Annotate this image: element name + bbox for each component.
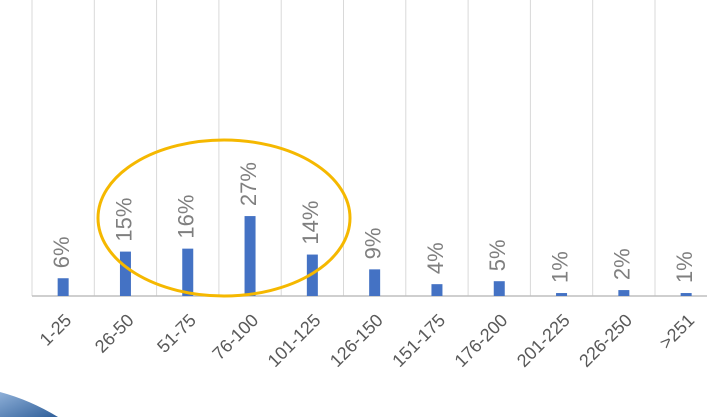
bar: [57, 278, 69, 296]
x-tick-label: 76-100: [208, 310, 262, 364]
bar: [556, 293, 568, 296]
value-label: 2%: [610, 248, 635, 280]
value-label: 4%: [423, 242, 448, 274]
x-tick-label: 26-50: [91, 310, 138, 357]
value-label: 14%: [298, 201, 323, 245]
bar: [493, 281, 505, 296]
x-tick-label: 101-125: [264, 310, 325, 371]
bar: [369, 269, 381, 296]
plot-area: 6% 1-25 15% 26-50 16% 51-75 27% 76-100 14% 101-12…: [31, 0, 707, 371]
x-tick-label: 151-175: [388, 310, 449, 371]
x-tick-label: 201-225: [513, 310, 574, 371]
bar: [618, 290, 630, 296]
value-label: 1%: [672, 251, 697, 283]
value-label: 5%: [485, 239, 510, 271]
corner-decoration: [0, 392, 58, 417]
x-tick-label: 226-250: [575, 310, 636, 371]
value-label: 27%: [236, 162, 261, 206]
value-label: 15%: [111, 198, 136, 242]
value-label: 9%: [360, 228, 385, 260]
x-tick-label: 1-25: [36, 310, 76, 350]
value-label: 16%: [174, 195, 199, 239]
x-tick-label: >251: [656, 310, 699, 353]
bar: [182, 248, 194, 296]
highlight-ellipse: [96, 138, 352, 298]
x-tick-label: 51-75: [153, 310, 200, 357]
value-label: 1%: [547, 251, 572, 283]
bar: [431, 284, 443, 296]
x-tick-label: 176-200: [451, 310, 512, 371]
bar: [119, 251, 131, 296]
bar: [244, 216, 256, 296]
value-label: 6%: [49, 236, 74, 268]
x-tick-label: 126-150: [326, 310, 387, 371]
bar: [680, 293, 692, 296]
